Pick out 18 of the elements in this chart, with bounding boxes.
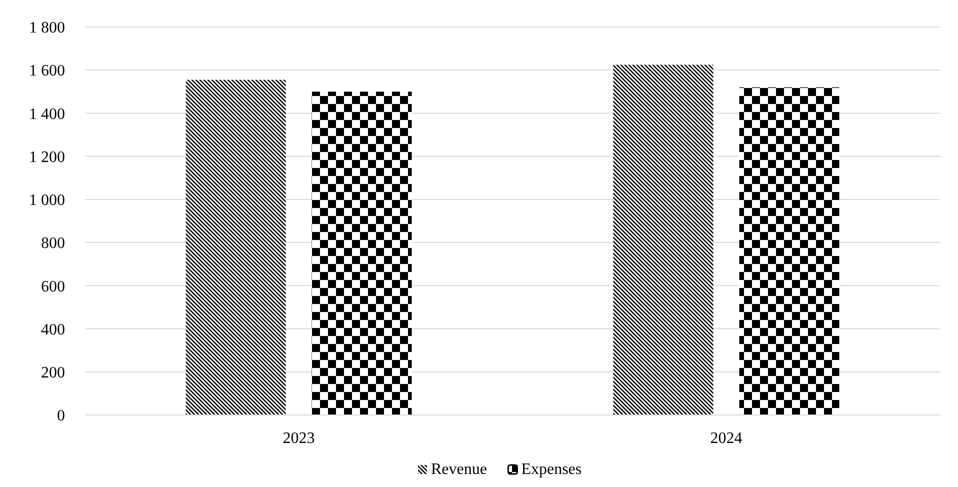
y-tick-label: 1 400 [29, 106, 65, 123]
y-tick-label: 1 800 [29, 20, 65, 37]
y-tick-label: 1 000 [29, 192, 65, 210]
y-tick-label: 200 [41, 364, 65, 382]
y-tick-label: 400 [41, 321, 65, 338]
legend-label: Expenses [521, 461, 582, 478]
x-tick-label: 2023 [282, 430, 315, 447]
bar [739, 87, 840, 415]
y-tick-label: 1 600 [29, 62, 65, 80]
y-tick-label: 1 200 [29, 148, 65, 166]
y-tick-label: 800 [41, 235, 65, 252]
bar [613, 64, 714, 415]
y-tick-label: 0 [57, 408, 65, 425]
bar [186, 80, 286, 415]
legend-label: Revenue [431, 461, 487, 478]
x-tick-label: 2024 [710, 430, 742, 447]
y-tick-label: 600 [41, 278, 65, 296]
bar [312, 92, 412, 415]
